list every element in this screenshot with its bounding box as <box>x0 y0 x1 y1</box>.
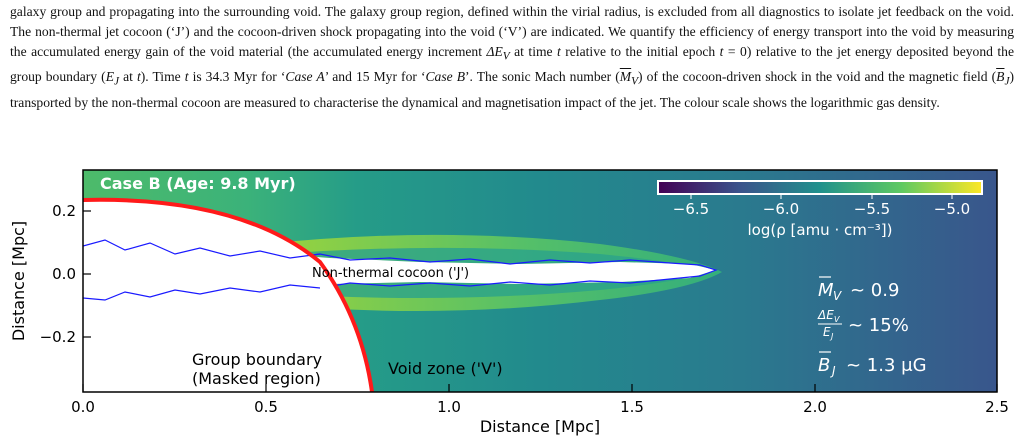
caption-symbol: E <box>105 69 114 85</box>
caption-text: is 34.3 Myr for ‘ <box>188 69 286 85</box>
x-tick-label: 0.5 <box>254 398 278 416</box>
energy-frac-numerator: ΔE <box>817 308 834 322</box>
caption-case-b: Case B <box>425 69 466 85</box>
colorbar-tick-label: −5.5 <box>854 200 890 218</box>
energy-frac-denominator: E <box>823 325 831 339</box>
group-boundary-sublabel: (Masked region) <box>192 369 321 388</box>
caption-text: ) of the cocoon-driven shock in the void… <box>638 69 997 85</box>
cocoon-annotation: Non-thermal cocoon ('J') <box>312 266 469 281</box>
caption-text: relative to the initial epoch <box>560 43 720 59</box>
y-tick-label: 0.2 <box>52 202 76 220</box>
group-boundary-curve <box>83 197 374 392</box>
x-axis-label: Distance [Mpc] <box>480 417 600 436</box>
colorbar-tick-label: −5.0 <box>934 200 970 218</box>
caption-text: = 0) relative to the jet energy deposite… <box>10 43 1014 85</box>
x-tick-label: 2.5 <box>985 398 1009 416</box>
void-zone-label: Void zone ('V') <box>388 359 503 378</box>
figure-caption: galaxy group and propagating into the su… <box>10 2 1014 112</box>
group-boundary-label: Group boundary <box>192 350 322 369</box>
caption-subscript: J <box>1004 75 1010 88</box>
colorbar-label: log(ρ [amu · cm⁻³]) <box>748 221 893 239</box>
stats-block: M V ~ 0.9 ΔE V E J ~ 15% B J ~ 1.3 μG <box>817 276 927 378</box>
mach-symbol: M <box>818 280 834 301</box>
caption-symbol: M <box>619 69 632 85</box>
energy-frac-num-sub: V <box>834 315 840 324</box>
energy-frac-den-sub: J <box>829 332 834 341</box>
caption-symbol: ΔE <box>486 43 503 59</box>
field-value: ~ 1.3 μG <box>846 355 927 376</box>
caption-subscript: V <box>631 75 639 88</box>
x-tick-label: 0.0 <box>71 398 95 416</box>
x-tick-label: 2.0 <box>803 398 827 416</box>
colorbar-tick-label: −6.0 <box>763 200 799 218</box>
energy-frac-value: ~ 15% <box>848 315 909 336</box>
caption-symbol: t <box>557 43 561 59</box>
colorbar: −6.5 −6.0 −5.5 −5.0 log(ρ [amu · cm⁻³]) <box>657 180 983 239</box>
colorbar-tick-label: −6.5 <box>673 200 709 218</box>
tick-marks <box>82 210 998 392</box>
caption-text: at <box>119 69 137 85</box>
caption-text: ’ and 15 Myr for ‘ <box>324 69 426 85</box>
caption-symbol: t <box>719 43 724 59</box>
caption-text: ’. The sonic Mach number ( <box>465 69 620 85</box>
mach-subscript: V <box>833 289 842 303</box>
y-tick-label: 0.0 <box>52 265 76 283</box>
caption-text: at time <box>509 43 558 59</box>
y-axis-label: Distance [Mpc] <box>9 221 28 341</box>
field-subscript: J <box>830 364 836 378</box>
caption-symbol: t <box>136 69 141 85</box>
caption-case-a: Case A <box>285 69 325 85</box>
caption-text: ). Time <box>140 69 185 85</box>
x-tick-label: 1.0 <box>437 398 461 416</box>
caption-text: galaxy group and propagating into the su… <box>10 4 1014 59</box>
plot-frame <box>82 169 998 393</box>
mask-contour <box>83 239 321 301</box>
caption-symbol: t <box>184 69 189 85</box>
caption-symbol: B <box>996 69 1005 85</box>
field-symbol: B <box>818 355 830 376</box>
panel-title: Case B (Age: 9.8 Myr) <box>100 174 296 193</box>
mach-value: ~ 0.9 <box>850 280 899 301</box>
caption-subscript: V <box>502 50 510 63</box>
x-tick-label: 1.5 <box>620 398 644 416</box>
caption-text: ) transported by the non-thermal cocoon … <box>10 69 1015 110</box>
y-tick-label: −0.2 <box>40 328 76 346</box>
caption-subscript: J <box>114 75 120 88</box>
